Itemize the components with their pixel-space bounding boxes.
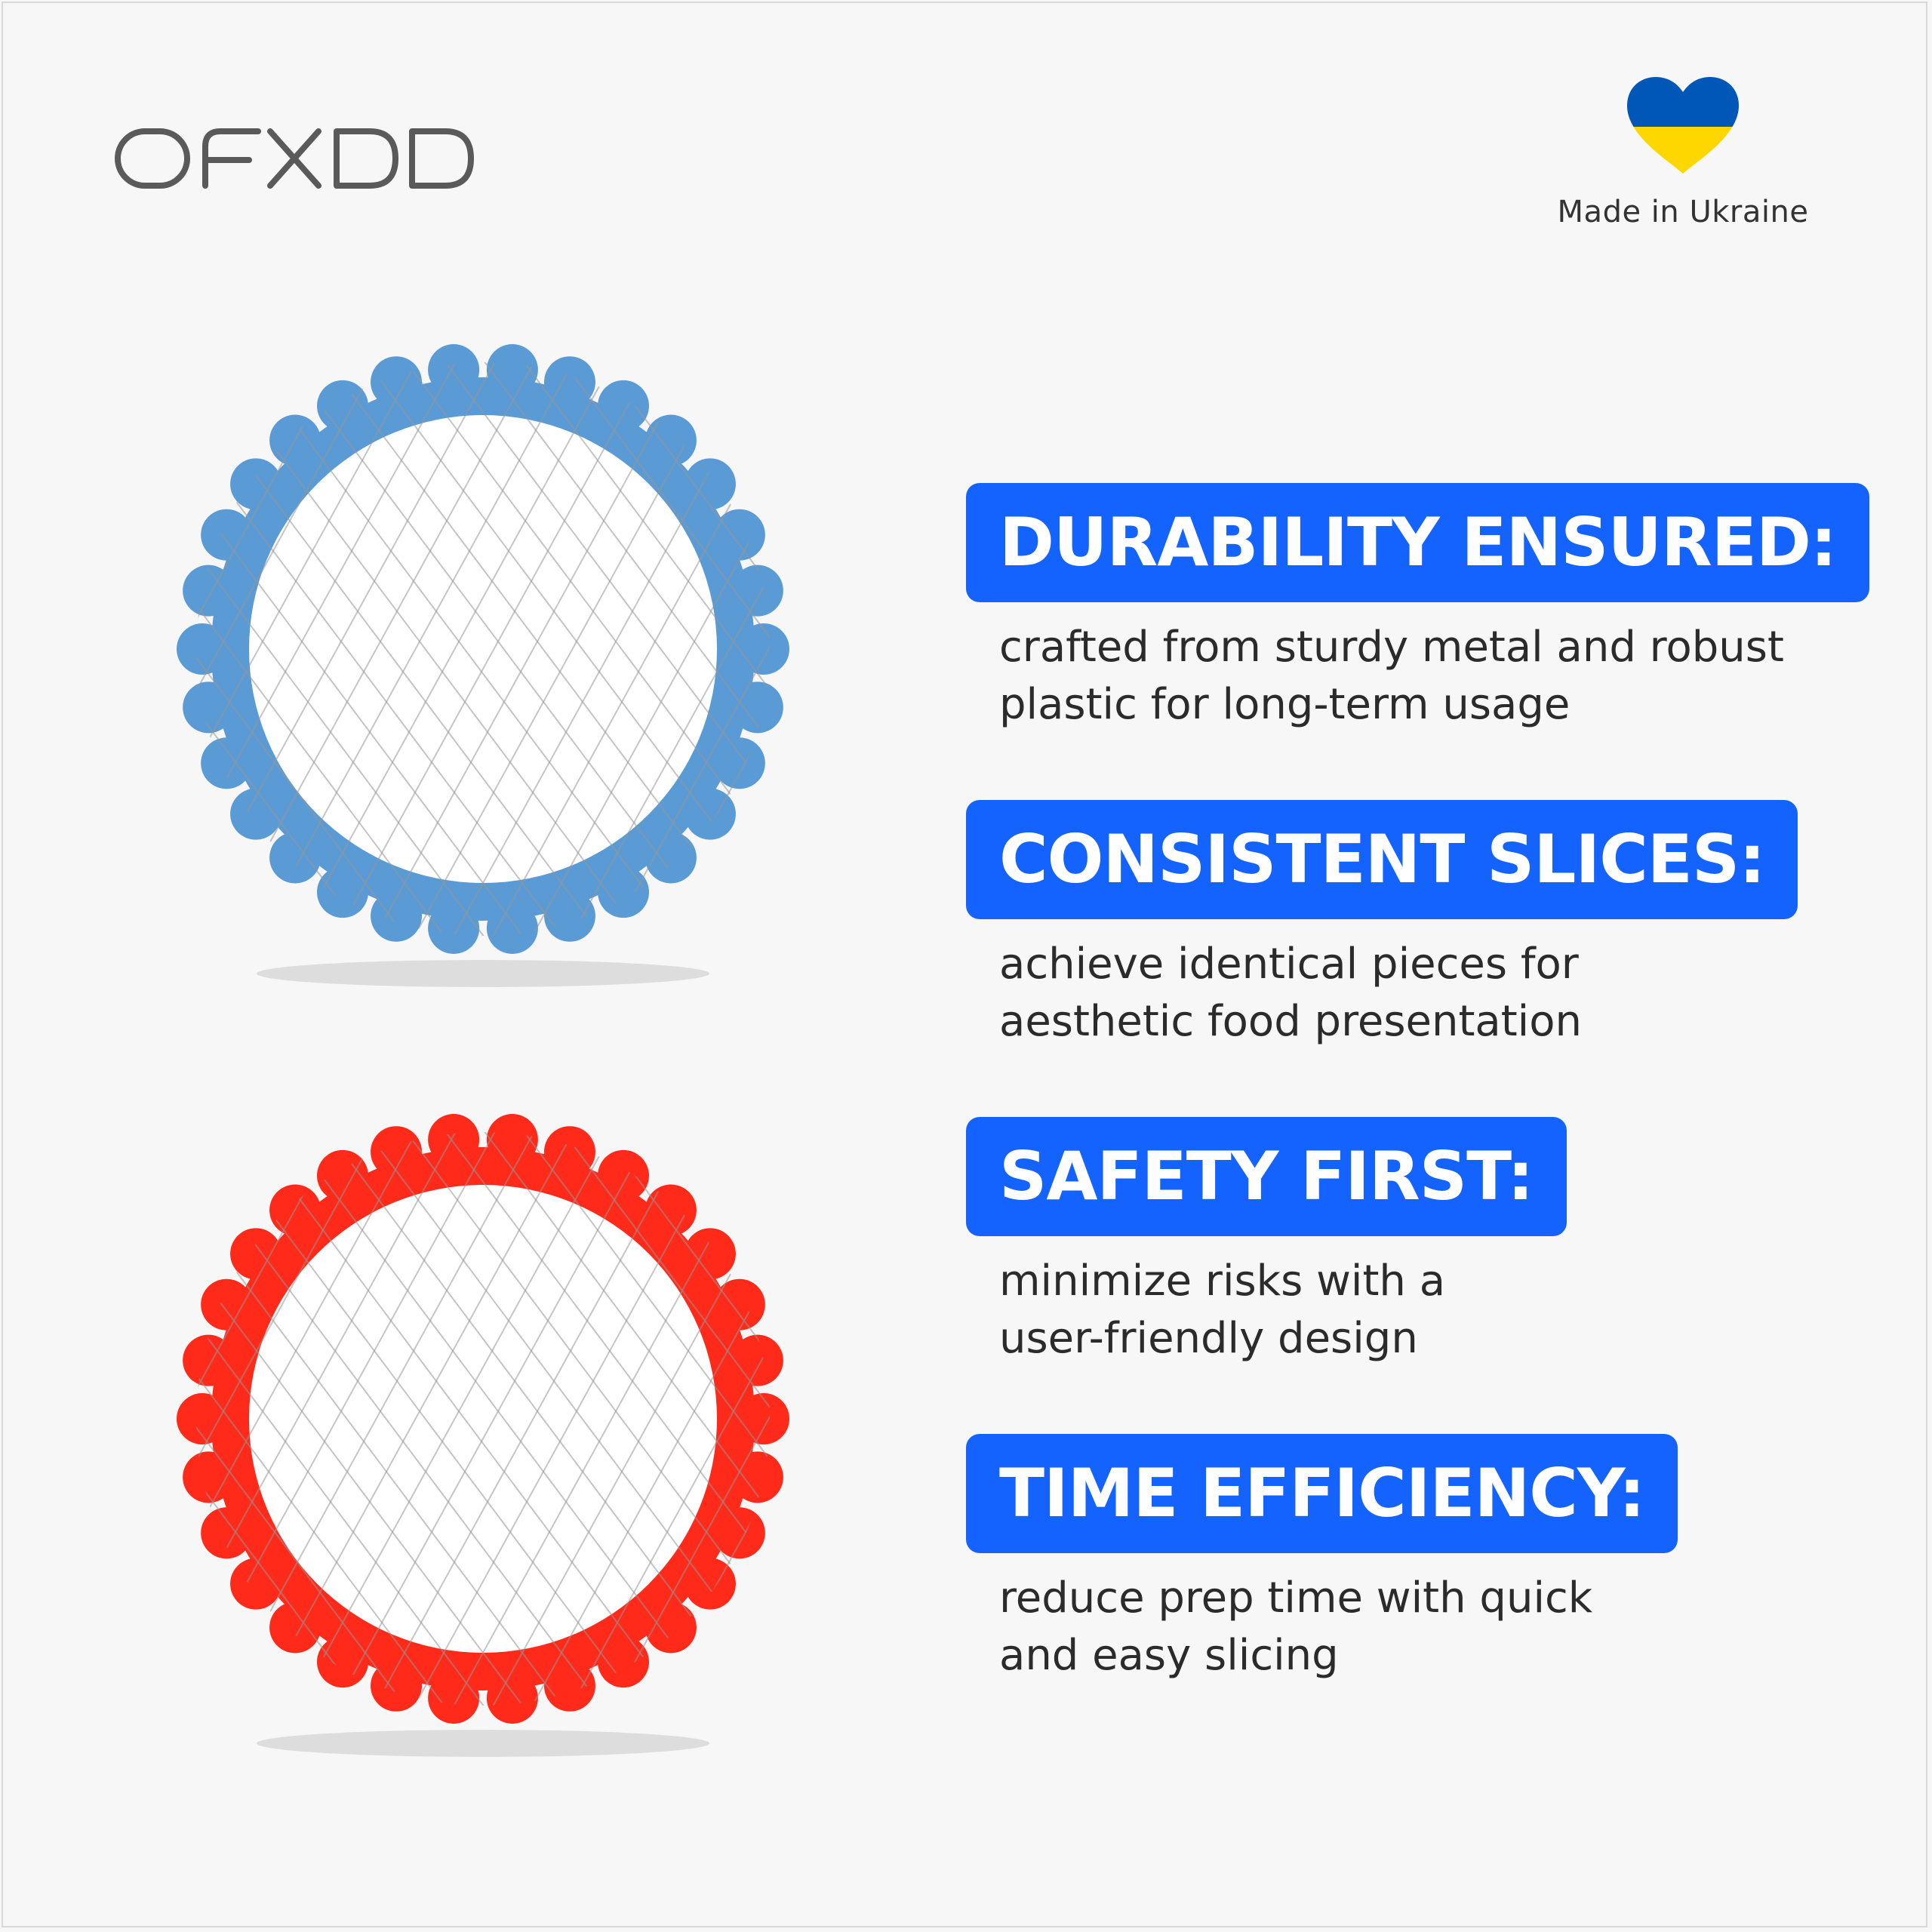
made-in-ukraine-badge: Made in Ukraine bbox=[1540, 72, 1826, 246]
feature-description-line: minimize risks with a bbox=[999, 1257, 1446, 1306]
feature-description-line: aesthetic food presentation bbox=[999, 997, 1582, 1046]
feature-durability: DURABILITY ENSURED: crafted from sturdy … bbox=[966, 483, 1872, 800]
red-slicer-image bbox=[143, 1079, 823, 1758]
feature-description-line: and easy slicing bbox=[999, 1631, 1339, 1680]
feature-description-line: plastic for long-term usage bbox=[999, 680, 1571, 729]
feature-description: reduce prep time with quick and easy sli… bbox=[999, 1570, 1852, 1684]
ukraine-heart-icon bbox=[1627, 77, 1739, 174]
feature-description: minimize risks with a user-friendly desi… bbox=[999, 1253, 1852, 1367]
brand-logo bbox=[113, 121, 475, 196]
feature-heading: DURABILITY ENSURED: bbox=[966, 483, 1870, 602]
feature-heading: TIME EFFICIENCY: bbox=[966, 1434, 1678, 1553]
features-list: DURABILITY ENSURED: crafted from sturdy … bbox=[966, 483, 1872, 1751]
brand-logo-wordmark bbox=[115, 128, 474, 189]
feature-description-line: achieve identical pieces for bbox=[999, 940, 1579, 989]
red-slicer bbox=[177, 1114, 789, 1757]
made-in-label: Made in Ukraine bbox=[1557, 195, 1809, 229]
feature-description-line: user-friendly design bbox=[999, 1314, 1418, 1363]
blue-slicer bbox=[177, 344, 789, 987]
feature-time-efficiency: TIME EFFICIENCY: reduce prep time with q… bbox=[966, 1434, 1872, 1751]
feature-heading: SAFETY FIRST: bbox=[966, 1117, 1567, 1236]
feature-description-line: crafted from sturdy metal and robust bbox=[999, 623, 1784, 672]
feature-heading: CONSISTENT SLICES: bbox=[966, 800, 1798, 919]
feature-consistent-slices: CONSISTENT SLICES: achieve identical pie… bbox=[966, 800, 1872, 1117]
feature-safety: SAFETY FIRST: minimize risks with a user… bbox=[966, 1117, 1872, 1434]
feature-description-line: reduce prep time with quick bbox=[999, 1574, 1593, 1623]
feature-description: crafted from sturdy metal and robust pla… bbox=[999, 619, 1852, 734]
blue-slicer-image bbox=[143, 309, 823, 989]
feature-description: achieve identical pieces for aesthetic f… bbox=[999, 936, 1852, 1051]
